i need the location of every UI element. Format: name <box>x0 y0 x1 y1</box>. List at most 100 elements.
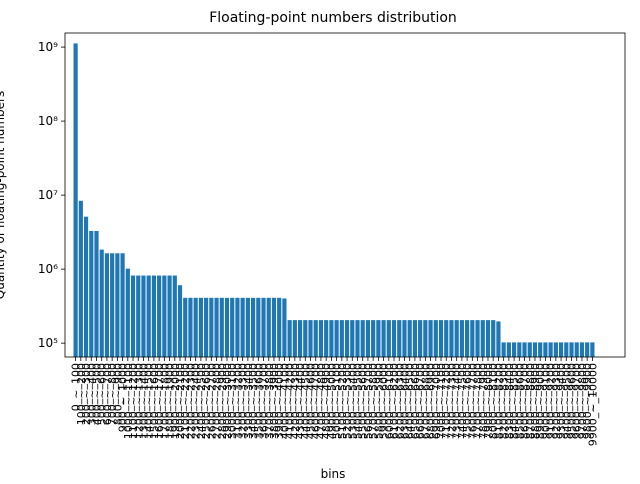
x-tick-label: 2200_~_2300 <box>184 363 197 439</box>
plot-frame <box>64 32 626 358</box>
x-tick-label: 4700_~_4800 <box>315 363 328 439</box>
bar <box>454 320 459 357</box>
y-tick-label: 10⁷ <box>38 188 58 202</box>
bar <box>219 297 224 357</box>
bar <box>365 320 371 357</box>
bar <box>480 320 485 357</box>
bar <box>569 342 574 357</box>
bar <box>360 320 365 357</box>
x-tick-label: 1700_~_1800 <box>158 363 171 439</box>
bar <box>350 320 355 357</box>
bar <box>240 297 245 357</box>
x-tick-label: 2100_~_2200 <box>179 363 192 439</box>
x-tick-label: 5500_~_5600 <box>357 363 370 439</box>
bar <box>136 275 141 357</box>
bar <box>271 297 277 357</box>
x-tick-label: 6800_~_6900 <box>425 363 438 439</box>
x-tick-label: 8700_~_8800 <box>524 363 537 439</box>
bar <box>564 342 569 357</box>
x-tick-label: 300_~_400 <box>85 363 98 425</box>
x-tick-label: 9800_~_9900 <box>581 363 594 439</box>
x-tick-label: 1800_~_1900 <box>164 363 177 439</box>
bar <box>110 253 115 357</box>
bar <box>125 268 130 357</box>
x-tick-label: 2000_~_2100 <box>174 363 187 439</box>
x-tick-label: 3300_~_3400 <box>242 363 255 439</box>
bar <box>188 297 193 357</box>
x-tick-label: 4500_~_4600 <box>305 363 318 439</box>
x-tick-label: 7300_~_7400 <box>451 363 464 439</box>
x-tick-label: 6900_~_7000 <box>430 363 443 439</box>
bar <box>355 320 360 357</box>
x-tick-label: 5900_~_6000 <box>378 363 391 439</box>
bar <box>558 342 564 357</box>
bar <box>172 275 177 357</box>
bar <box>412 320 417 357</box>
x-tick-label: 9600_~_9700 <box>571 363 584 439</box>
bar <box>459 320 464 357</box>
x-tick-label: 4200_~_4300 <box>289 363 302 439</box>
x-tick-label: 6100_~_6200 <box>388 363 401 439</box>
bar <box>104 253 110 357</box>
x-tick-label: 3100_~_3200 <box>231 363 244 439</box>
y-tick-label: 10⁸ <box>38 114 58 128</box>
x-tick-label: 7500_~_7600 <box>461 363 474 439</box>
x-tick-label: 200_~_300 <box>80 363 93 425</box>
x-tick-label: 9000_~_9100 <box>539 363 552 439</box>
x-tick-label: 4600_~_4700 <box>310 363 323 439</box>
bar <box>120 253 125 357</box>
bar <box>543 342 548 357</box>
x-tick-label: 5400_~_5500 <box>351 363 364 439</box>
bar <box>506 342 511 357</box>
x-tick-label: 4800_~_4900 <box>320 363 333 439</box>
x-tick-label: 3500_~_3600 <box>252 363 265 439</box>
x-tick-label: 7200_~_7300 <box>445 363 458 439</box>
bar <box>585 342 590 357</box>
bar <box>418 320 423 357</box>
x-tick-label: 3200_~_3300 <box>237 363 250 439</box>
x-tick-label: 4300_~_4400 <box>294 363 307 439</box>
bar <box>475 320 480 357</box>
bar <box>157 275 162 357</box>
bar <box>438 320 444 357</box>
bar <box>141 275 146 357</box>
x-tick-label: 2300_~_2400 <box>190 363 203 439</box>
bar <box>512 342 517 357</box>
x-tick-label: 3700_~_3800 <box>263 363 276 439</box>
bar <box>198 297 203 357</box>
bar <box>329 320 334 357</box>
x-tick-label: 2500_~_2600 <box>200 363 213 439</box>
bar <box>376 320 381 357</box>
x-tick-label: 7400_~_7500 <box>456 363 469 439</box>
bar <box>245 297 250 357</box>
x-tick-label: 1600_~_1700 <box>153 363 166 439</box>
x-tick-label: 4000_~_4100 <box>278 363 291 439</box>
bar <box>407 320 412 357</box>
x-tick-label: 7900_~_8000 <box>482 363 495 439</box>
x-tick-label: 700_~_800 <box>106 363 119 425</box>
bar <box>449 320 454 357</box>
x-tick-label: 7000_~_7100 <box>435 363 448 439</box>
bar <box>433 320 438 357</box>
x-tick-label: 6700_~_6800 <box>419 363 432 439</box>
bar <box>308 320 313 357</box>
bar <box>89 230 94 357</box>
x-tick-label: 6200_~_6300 <box>393 363 406 439</box>
bar <box>574 342 579 357</box>
x-tick-label: 2800_~_2900 <box>216 363 229 439</box>
x-tick-label: 600_~_700 <box>101 363 114 425</box>
x-tick-label: 6500_~_6600 <box>409 363 422 439</box>
x-tick-label: 1400_~_1500 <box>143 363 156 439</box>
bar <box>78 200 83 357</box>
x-tick-label: 7600_~_7700 <box>466 363 479 439</box>
bar <box>235 297 240 357</box>
x-tick-label: 9200_~_9300 <box>550 363 563 439</box>
x-tick-label: 8600_~_8700 <box>519 363 532 439</box>
bar <box>151 275 156 357</box>
x-tick-label: 1100_~_1200 <box>127 363 140 439</box>
bar <box>130 275 136 357</box>
bar <box>73 43 78 357</box>
bar <box>470 320 475 357</box>
x-tick-label: 8500_~_8600 <box>513 363 526 439</box>
